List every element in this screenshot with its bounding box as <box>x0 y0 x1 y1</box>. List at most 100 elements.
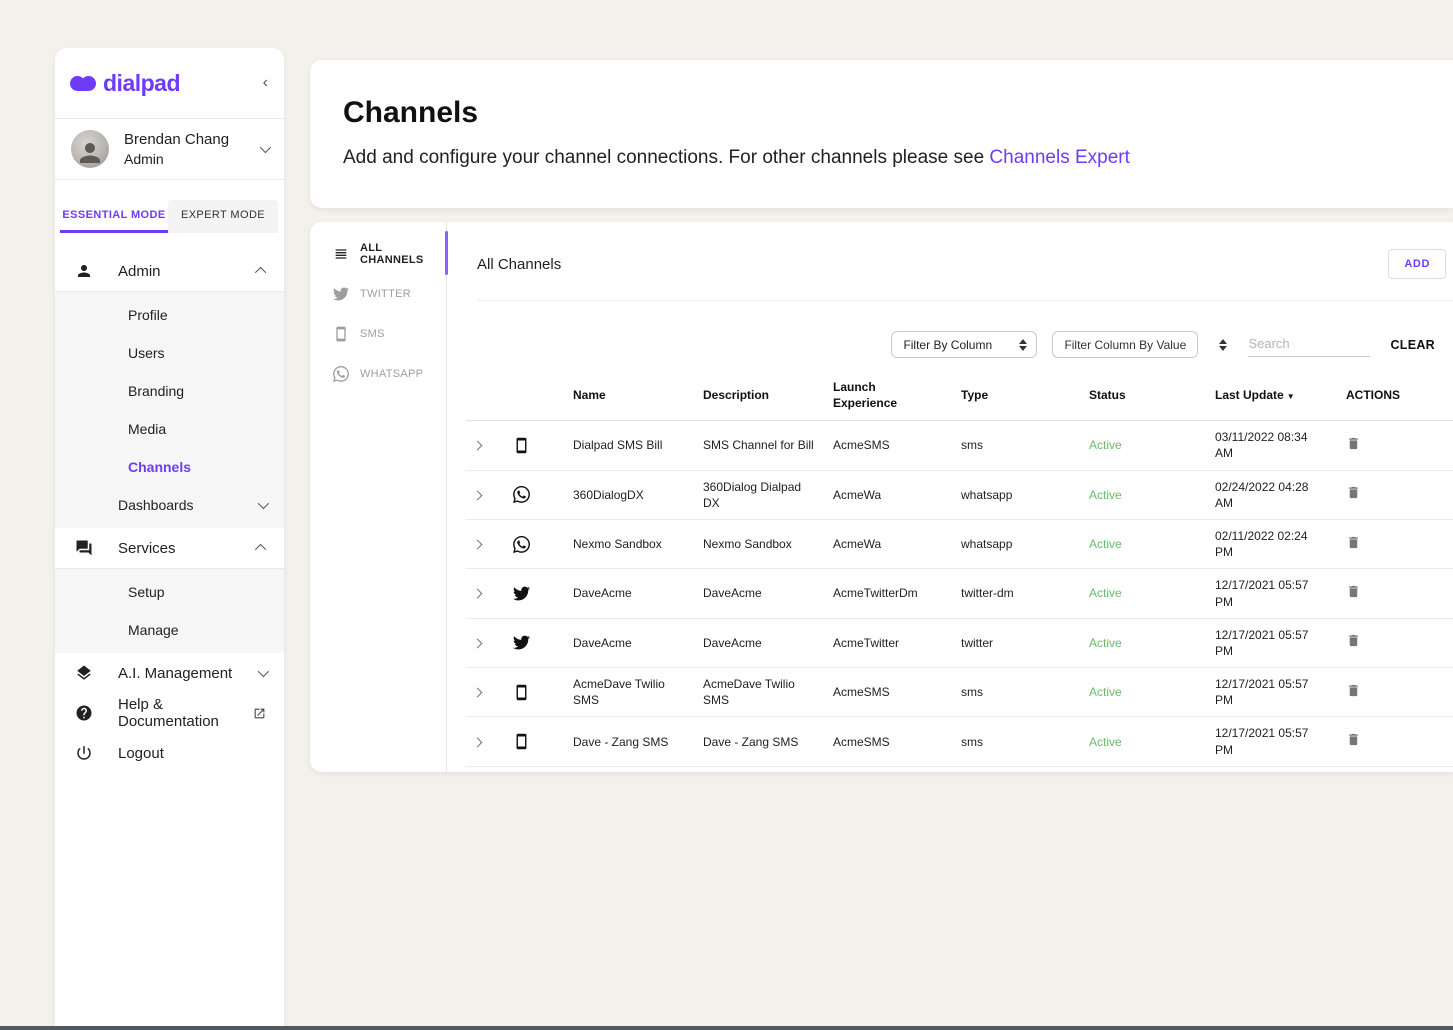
delete-button[interactable] <box>1346 731 1361 748</box>
whatsapp-icon <box>513 486 554 504</box>
cell-last-update: 12/17/2021 05:57 PM <box>1202 716 1333 767</box>
sort-desc-icon: ▼ <box>1286 391 1295 401</box>
avatar <box>71 130 109 168</box>
page-title: Channels <box>343 96 479 129</box>
divider <box>55 568 284 569</box>
expand-row-icon[interactable] <box>472 440 483 451</box>
table-row: AcmeDave Twilio SMS AcmeDave Twilio SMS Ac… <box>466 667 1453 718</box>
expand-row-icon[interactable] <box>472 539 483 550</box>
sidebar-item-profile[interactable]: Profile <box>128 307 168 323</box>
sms-phone-icon <box>513 733 554 750</box>
table-row: 360DialogDX 360Dialog Dialpad DX AcmeWa wha… <box>466 470 1453 520</box>
help-icon <box>75 704 93 722</box>
sidebar-item-media[interactable]: Media <box>128 421 167 437</box>
chevron-down-icon <box>257 665 270 678</box>
filter-value-input[interactable] <box>1053 332 1198 357</box>
sidebar-item-label: Logout <box>118 744 164 762</box>
sidebar-collapse-icon[interactable]: ‹ <box>262 74 268 91</box>
sidebar-item-label: A.I. Management <box>118 664 233 682</box>
column-header-name[interactable]: Name <box>560 374 690 422</box>
whatsapp-icon <box>513 535 554 553</box>
content-heading: All Channels <box>477 255 562 273</box>
cell-last-update: 12/17/2021 05:57 PM <box>1202 568 1333 619</box>
channel-nav-label: ALL CHANNELS <box>360 242 424 266</box>
chevron-down-icon <box>257 497 270 510</box>
delete-button[interactable] <box>1346 682 1361 699</box>
sidebar-item-dashboards[interactable]: Dashboards <box>55 486 284 524</box>
tab-expert-mode[interactable]: EXPERT MODE <box>168 200 278 233</box>
sidebar-item-branding[interactable]: Branding <box>128 383 185 399</box>
cell-launch-experience: AcmeTwitter <box>820 618 948 669</box>
channel-nav-sms[interactable]: SMS <box>310 314 446 354</box>
chat-bubbles-icon <box>75 539 93 557</box>
tab-essential-mode[interactable]: ESSENTIAL MODE <box>60 200 168 233</box>
cell-last-update: 12/17/2021 05:57 PM <box>1202 667 1333 718</box>
status-badge: Active <box>1076 716 1202 767</box>
expand-row-icon[interactable] <box>472 737 483 747</box>
cell-description: Dave - Zang SMS <box>690 716 820 767</box>
channel-nav-label: TWITTER <box>360 288 411 300</box>
add-button[interactable]: ADD <box>1388 249 1446 279</box>
table-row: Dave - Zang SMS Dave - Zang SMS AcmeSMS sms… <box>466 716 1453 767</box>
sidebar-item-admin[interactable]: Admin <box>55 251 284 291</box>
sms-phone-icon <box>513 437 554 454</box>
column-header-type[interactable]: Type <box>948 374 1076 422</box>
sidebar-item-users[interactable]: Users <box>128 345 165 361</box>
cell-description: AcmeDave Twilio SMS <box>690 667 820 718</box>
channels-content: All Channels ADD Filter By Column CLEAR <box>447 222 1453 772</box>
expand-row-icon[interactable] <box>472 687 483 698</box>
delete-button[interactable] <box>1346 534 1361 551</box>
person-icon <box>75 262 93 280</box>
sidebar-item-services[interactable]: Services <box>55 528 284 568</box>
sidebar-item-label: Admin <box>118 262 161 280</box>
expand-row-icon[interactable] <box>472 490 483 501</box>
delete-button[interactable] <box>1346 632 1361 649</box>
list-icon <box>333 246 349 262</box>
sidebar-item-help-documentation[interactable]: Help & Documentation <box>55 693 284 733</box>
delete-button[interactable] <box>1346 484 1361 501</box>
filter-by-column-select[interactable]: Filter By Column <box>891 331 1038 358</box>
clear-button[interactable]: CLEAR <box>1390 337 1435 352</box>
channel-nav-whatsapp[interactable]: WHATSAPP <box>310 354 446 394</box>
sidebar-item-logout[interactable]: Logout <box>55 733 284 773</box>
delete-button[interactable] <box>1346 583 1361 600</box>
column-header-last-update[interactable]: Last Update ▼ <box>1202 374 1333 422</box>
cell-type: whatsapp <box>948 470 1076 520</box>
sidebar-item-channels[interactable]: Channels <box>128 459 192 475</box>
channels-expert-link[interactable]: Channels Expert <box>989 147 1130 168</box>
twitter-icon <box>513 585 554 602</box>
column-header-launch-experience[interactable]: Launch Experience <box>820 374 948 422</box>
services-submenu: Setup Manage <box>55 569 284 653</box>
active-nav-indicator <box>445 231 448 275</box>
divider <box>55 118 284 119</box>
select-arrows-icon <box>1019 338 1028 351</box>
search-input[interactable] <box>1248 332 1371 357</box>
channel-nav-label: SMS <box>360 328 385 340</box>
cell-launch-experience: AcmeSMS <box>820 667 948 718</box>
sms-phone-icon <box>513 684 554 701</box>
sidebar-item-setup[interactable]: Setup <box>128 584 165 600</box>
cell-description: SMS Channel for Bill <box>690 420 820 471</box>
cell-name: 360DialogDX <box>560 470 690 520</box>
expand-row-icon[interactable] <box>472 638 483 649</box>
user-menu[interactable]: Brendan Chang Admin <box>55 119 284 179</box>
channel-nav-twitter[interactable]: TWITTER <box>310 274 446 314</box>
cell-type: whatsapp <box>948 519 1076 570</box>
brand-name: dialpad <box>103 69 181 96</box>
cell-launch-experience: AcmeSMS <box>820 716 948 767</box>
channel-nav-all-channels[interactable]: ALL CHANNELS <box>310 234 446 274</box>
sort-toggle-icon[interactable] <box>1219 338 1228 351</box>
status-badge: Active <box>1076 618 1202 669</box>
cell-description: 360Dialog Dialpad DX <box>690 470 820 520</box>
page-subtitle-text: Add and configure your channel connectio… <box>343 147 990 168</box>
sidebar-item-ai-management[interactable]: A.I. Management <box>55 653 284 693</box>
expand-row-icon[interactable] <box>472 588 483 599</box>
chevron-down-icon[interactable] <box>259 141 272 154</box>
cell-name: Dave - Zang SMS <box>560 716 690 767</box>
cell-name: AcmeDave Twilio SMS <box>560 667 690 718</box>
status-badge: Active <box>1076 568 1202 619</box>
delete-button[interactable] <box>1346 435 1361 452</box>
column-header-description[interactable]: Description <box>690 374 820 422</box>
sidebar-item-manage[interactable]: Manage <box>128 622 179 638</box>
column-header-status[interactable]: Status <box>1076 374 1202 422</box>
